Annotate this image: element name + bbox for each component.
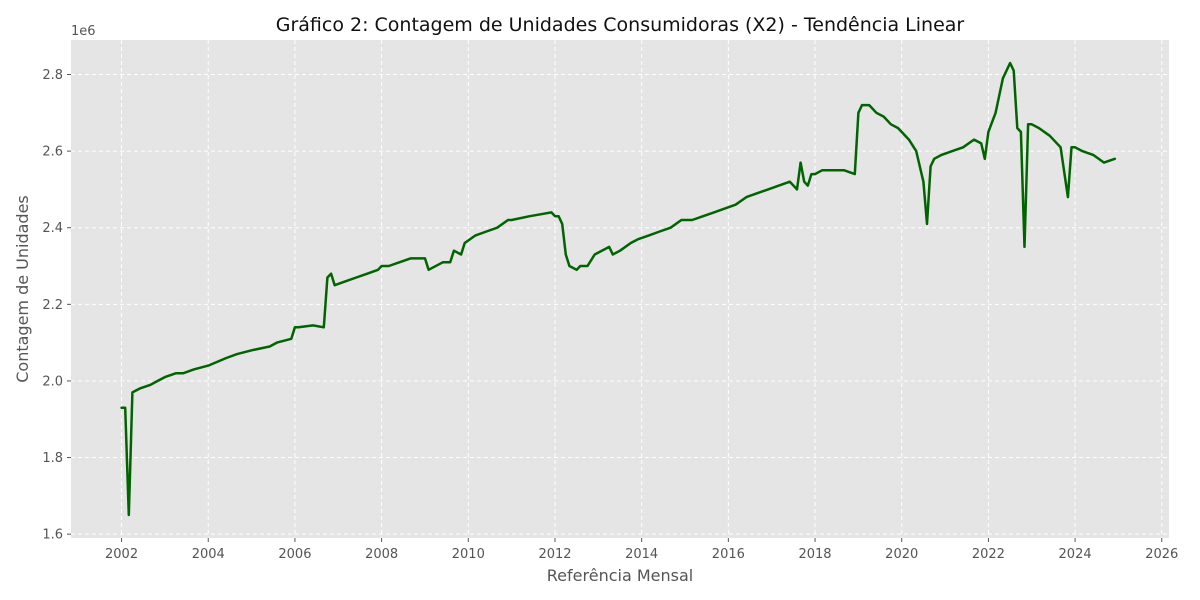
chart-title: Gráfico 2: Contagem de Unidades Consumid… [276,14,965,36]
y-tick-label: 2.8 [42,68,63,83]
x-tick-label: 2026 [1145,547,1178,562]
x-tick-label: 2006 [278,547,311,562]
y-tick-label: 2.6 [42,145,63,160]
series-group [120,61,1117,517]
x-tick-label: 2012 [538,547,571,562]
x-tick-label: 2004 [192,547,225,562]
y-tick-label: 2.0 [42,374,63,389]
grid-lines [71,40,1169,538]
x-tick-label: 2014 [625,547,658,562]
x-tick-label: 2018 [798,547,831,562]
x-tick-label: 2010 [452,547,485,562]
y-axis-label: Contagem de Unidades [13,195,32,383]
x-tick-label: 2024 [1059,547,1092,562]
series-line [120,61,1117,517]
axis-ticks: 2002 2004 2006 2008 2010 2012 2014 2016 2018 2020… [42,68,1178,562]
x-tick-label: 2008 [365,547,398,562]
y-tick-label: 2.2 [42,298,63,313]
plot-area [71,40,1169,538]
x-tick-label: 2002 [105,547,138,562]
x-tick-label: 2016 [712,547,745,562]
y-tick-label: 1.6 [42,528,63,543]
x-tick-label: 2022 [972,547,1005,562]
y-tick-label: 1.8 [42,451,63,466]
x-tick-label: 2020 [885,547,918,562]
y-tick-label: 2.4 [42,221,63,236]
y-offset-label: 1e6 [71,24,96,39]
x-axis-label: Referência Mensal [547,566,693,585]
